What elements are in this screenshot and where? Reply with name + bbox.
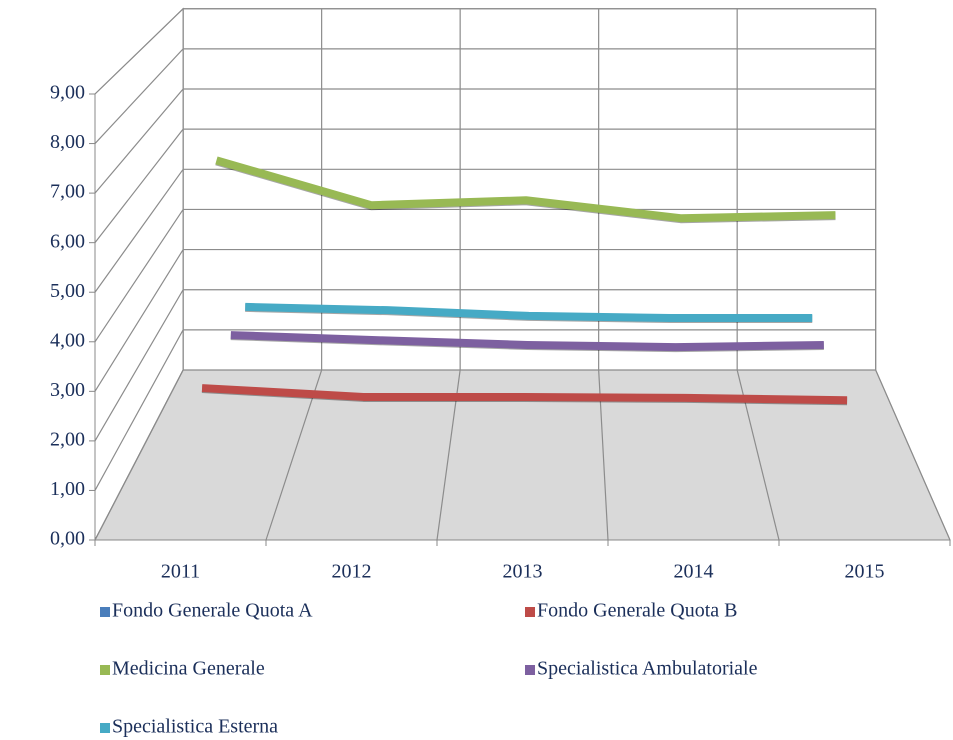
y-tick-label: 4,00 [50, 329, 85, 351]
y-tick-label: 2,00 [50, 428, 85, 450]
category-grid [265, 8, 323, 541]
legend-label: Medicina Generale [112, 658, 265, 680]
x-tick-label: 2013 [503, 561, 543, 583]
legend-swatch [100, 665, 110, 675]
y-tick-label: 0,00 [50, 528, 85, 550]
legend-label: Specialistica Esterna [112, 716, 278, 738]
y-tick-label: 3,00 [50, 379, 85, 401]
x-tick-label: 2015 [845, 561, 885, 583]
legend-swatch [100, 723, 110, 733]
y-tick-label: 8,00 [50, 131, 85, 153]
legend-swatch [100, 607, 110, 617]
category-grid [736, 8, 780, 541]
y-tick-label: 1,00 [50, 478, 85, 500]
line-series [230, 331, 824, 352]
category-grid [598, 8, 609, 541]
category-grid [875, 8, 951, 541]
legend-swatch [525, 607, 535, 617]
y-tick-label: 9,00 [50, 82, 85, 104]
legend-label: Fondo Generale Quota B [537, 600, 738, 622]
y-tick-label: 7,00 [50, 181, 85, 203]
y-tick-label: 5,00 [50, 280, 85, 302]
line-series [201, 384, 848, 405]
x-tick-label: 2014 [674, 561, 714, 583]
category-grid [436, 8, 461, 541]
x-tick-label: 2011 [161, 561, 200, 583]
legend-swatch [525, 665, 535, 675]
line-series [215, 156, 836, 223]
x-tick-label: 2012 [332, 561, 372, 583]
line-series [245, 302, 813, 322]
y-tick-label: 6,00 [50, 230, 85, 252]
legend-label: Specialistica Ambulatoriale [537, 658, 758, 680]
legend-label: Fondo Generale Quota A [112, 600, 313, 622]
category-grid [94, 8, 184, 541]
